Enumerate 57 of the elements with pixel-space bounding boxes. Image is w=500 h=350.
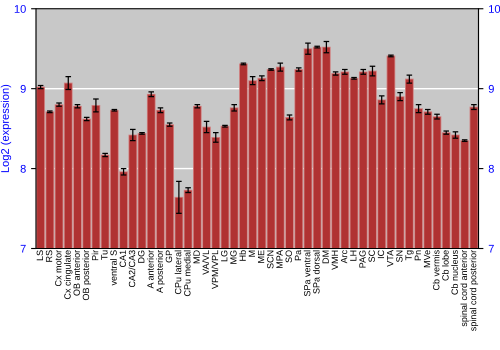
y-tick-label: 9 xyxy=(20,84,26,93)
x-tick-label: VA/VL xyxy=(202,250,209,275)
y2-tick-label: 10 xyxy=(489,5,500,13)
x-tick-label: IC xyxy=(378,250,384,258)
y2-tick-label: 8 xyxy=(488,164,494,173)
y2-tick-label: 9 xyxy=(488,84,494,93)
y-tick-label: 8 xyxy=(20,164,26,173)
x-tick-label: Tg xyxy=(405,250,414,260)
x-tick-label: LS xyxy=(36,250,44,260)
x-tick-label: VPM/VPL xyxy=(212,250,218,289)
x-tick-label: Cx cingulate xyxy=(64,250,72,300)
x-tick-label: Cx motor xyxy=(55,250,62,286)
x-tick-label: DG xyxy=(138,250,144,263)
x-tick-label: A anterior xyxy=(147,250,154,289)
x-tick-label: CPu medial xyxy=(184,250,191,296)
x-tick-label: MPA xyxy=(276,250,283,268)
x-tick-label: RS xyxy=(46,250,52,262)
x-tick-label: Pa xyxy=(294,250,302,260)
x-tick-label: Cb vermis xyxy=(432,250,440,290)
x-tick-label: GP xyxy=(166,250,172,262)
y-axis-title: Log2 (expression) xyxy=(0,84,12,172)
x-tick-label: CA1 xyxy=(120,250,126,267)
x-tick-label: SN xyxy=(396,250,403,262)
x-tick-label: Tu xyxy=(101,250,108,260)
x-tick-label: ME xyxy=(258,250,264,263)
x-tick-label: LG xyxy=(221,250,228,262)
x-tick-label: SO xyxy=(286,250,292,263)
x-tick-label: Pir xyxy=(92,250,98,260)
y2-tick-label: 7 xyxy=(488,244,494,253)
x-tick-label: CA2/CA3 xyxy=(128,250,136,288)
x-tick-label: A posterior xyxy=(156,250,165,294)
x-tick-label: SPa ventral xyxy=(304,250,310,296)
x-tick-label: spinal cord posterior xyxy=(470,250,478,331)
x-tick-label: MVe xyxy=(424,250,430,268)
x-tick-label: MD xyxy=(193,250,200,264)
x-tick-label: LH xyxy=(350,250,356,261)
x-tick-label: VMH xyxy=(332,250,338,270)
y-tick-label: 7 xyxy=(20,244,26,253)
x-tick-label: spinal cord anterior xyxy=(460,250,469,326)
x-tick-label: Cb nucleus xyxy=(451,250,458,295)
x-tick-label: ventral S xyxy=(110,250,117,286)
x-tick-label: DM xyxy=(322,250,329,264)
x-tick-label: PAG xyxy=(359,250,366,268)
x-tick-label: Arc xyxy=(340,250,348,264)
x-tick-label: SCN xyxy=(267,250,274,269)
x-tick-label: Cb lobe xyxy=(442,250,449,281)
x-tick-label: SPa dorsal xyxy=(312,250,320,294)
x-tick-label: Pn xyxy=(414,250,421,260)
x-tick-label: SC xyxy=(368,250,375,262)
x-tick-label: MG xyxy=(230,250,237,264)
x-tick-label: OB anterior xyxy=(73,250,80,296)
y-tick-label: 10 xyxy=(14,5,26,13)
x-tick-label: VTA xyxy=(387,250,394,267)
x-tick-label: Hb xyxy=(239,250,246,261)
x-tick-label: CPu lateral xyxy=(174,250,182,294)
x-tick-label: M xyxy=(248,250,255,257)
x-tick-label: OB posterior xyxy=(82,250,91,300)
